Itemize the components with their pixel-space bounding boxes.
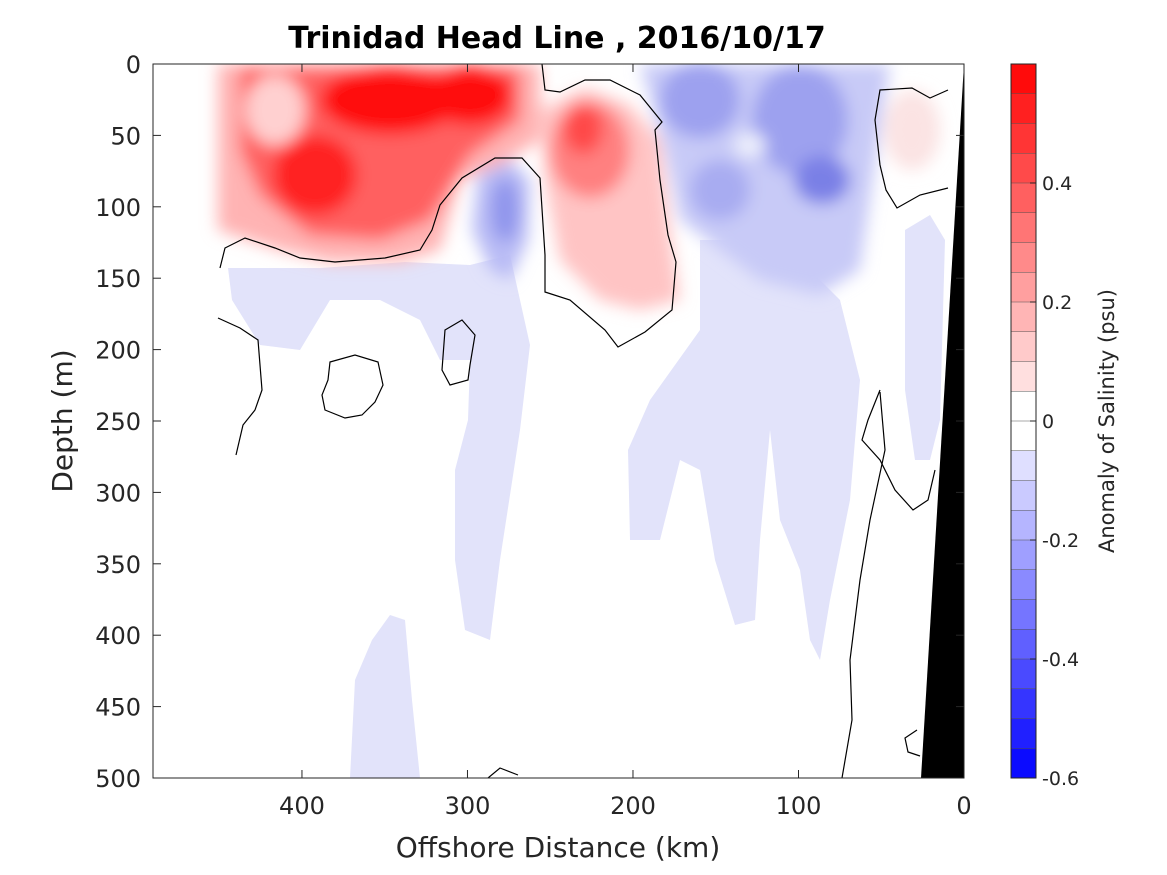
bathymetry-slope (921, 64, 964, 778)
colorbar-level (1011, 629, 1036, 660)
positive-near-shore (884, 90, 940, 170)
y-tick-label: 150 (95, 265, 141, 293)
y-tick-label: 50 (110, 122, 141, 150)
negative-core-east-mid-b (752, 65, 848, 175)
zero-contour-deep-east-b (841, 391, 886, 778)
y-axis: 0 50 100 150 200 250 300 350 400 450 500 (95, 51, 964, 793)
zero-contour-bottom-loop (904, 729, 921, 757)
colorbar-level (1011, 718, 1036, 749)
colorbar-level (1011, 123, 1036, 154)
negative-core-east-pale (734, 133, 766, 157)
y-tick-label: 0 (126, 51, 141, 79)
y-axis-label: Depth (m) (46, 349, 79, 492)
y-tick-label: 450 (95, 694, 141, 722)
colorbar-level (1011, 599, 1036, 630)
colorbar-tick-label: -0.2 (1042, 530, 1079, 552)
colorbar-label: Anomaly of Salinity (psu) (1095, 289, 1119, 553)
colorbar-level (1011, 510, 1036, 541)
positive-core-west-strong-a (273, 135, 357, 215)
x-axis-label: Offshore Distance (km) (396, 831, 721, 864)
negative-core-east-mid-a (660, 64, 740, 138)
positive-core-west-strong-b (320, 66, 460, 134)
colorbar-level (1011, 212, 1036, 243)
negative-region-deep-west (228, 255, 530, 640)
zero-contour-loop-b (441, 319, 476, 386)
y-tick-label: 200 (95, 337, 141, 365)
anomaly-blobs (218, 64, 940, 310)
colorbar-level (1011, 688, 1036, 719)
colorbar-tick-label: 0 (1042, 411, 1054, 433)
colorbar-tick-label: -0.4 (1042, 649, 1079, 671)
negative-core-east-mid-c (690, 160, 750, 220)
y-tick-label: 250 (95, 408, 141, 436)
salinity-field (217, 64, 964, 778)
y-tick-label: 400 (95, 622, 141, 650)
zero-contour-west-deep (217, 317, 263, 456)
colorbar-level (1011, 391, 1036, 422)
colorbar-level (1011, 272, 1036, 303)
x-tick-label: 100 (776, 792, 822, 820)
positive-core-west-strong-c (428, 65, 512, 125)
x-tick-label: 400 (279, 792, 325, 820)
positive-core-central-strong (563, 102, 603, 154)
zero-contour-bottom (487, 767, 519, 778)
colorbar-level (1011, 361, 1036, 392)
negative-region-near-shore (905, 215, 945, 460)
y-tick-label: 500 (95, 765, 141, 793)
colorbar-tick-label: 0.4 (1042, 173, 1072, 195)
x-tick-label: 300 (445, 792, 491, 820)
x-axis: 400 300 200 100 0 (279, 64, 972, 820)
negative-core-east-strong (794, 156, 850, 204)
colorbar-level (1011, 93, 1036, 124)
y-tick-label: 350 (95, 551, 141, 579)
colorbar-level (1011, 421, 1036, 452)
positive-core-west-pale (245, 75, 305, 145)
colorbar-level (1011, 183, 1036, 214)
colorbar-level (1011, 64, 1036, 95)
colorbar-tick-label: 0.2 (1042, 292, 1072, 314)
y-tick-label: 100 (95, 194, 141, 222)
weak-negative-regions (228, 215, 945, 778)
colorbar-level (1011, 302, 1036, 333)
x-tick-label: 0 (956, 792, 971, 820)
colorbar-level (1011, 480, 1036, 511)
x-tick-label: 200 (610, 792, 656, 820)
colorbar-level (1011, 450, 1036, 481)
zero-contour-west (219, 64, 677, 348)
chart-title: Trinidad Head Line , 2016/10/17 (288, 21, 825, 56)
zero-contours (217, 64, 949, 778)
colorbar-level (1011, 748, 1036, 779)
colorbar-level (1011, 153, 1036, 184)
plot-area (152, 63, 965, 779)
colorbar-level (1011, 242, 1036, 273)
negative-region-deep-bottom (350, 615, 420, 778)
y-tick-label: 300 (95, 479, 141, 507)
zero-contour-loop-a (321, 354, 384, 419)
negative-region-deep-central (628, 240, 860, 660)
colorbar-level (1011, 540, 1036, 571)
colorbar-level (1011, 659, 1036, 690)
colorbar-level (1011, 569, 1036, 600)
negative-core-mid-strong (491, 178, 519, 242)
zero-contour-near-shore (874, 87, 949, 209)
colorbar-level (1011, 331, 1036, 362)
zero-contour-deep-east (861, 389, 936, 511)
colorbar: 0.4 0.2 0 -0.2 -0.4 -0.6 (1010, 63, 1079, 790)
colorbar-tick-label: -0.6 (1042, 768, 1079, 790)
